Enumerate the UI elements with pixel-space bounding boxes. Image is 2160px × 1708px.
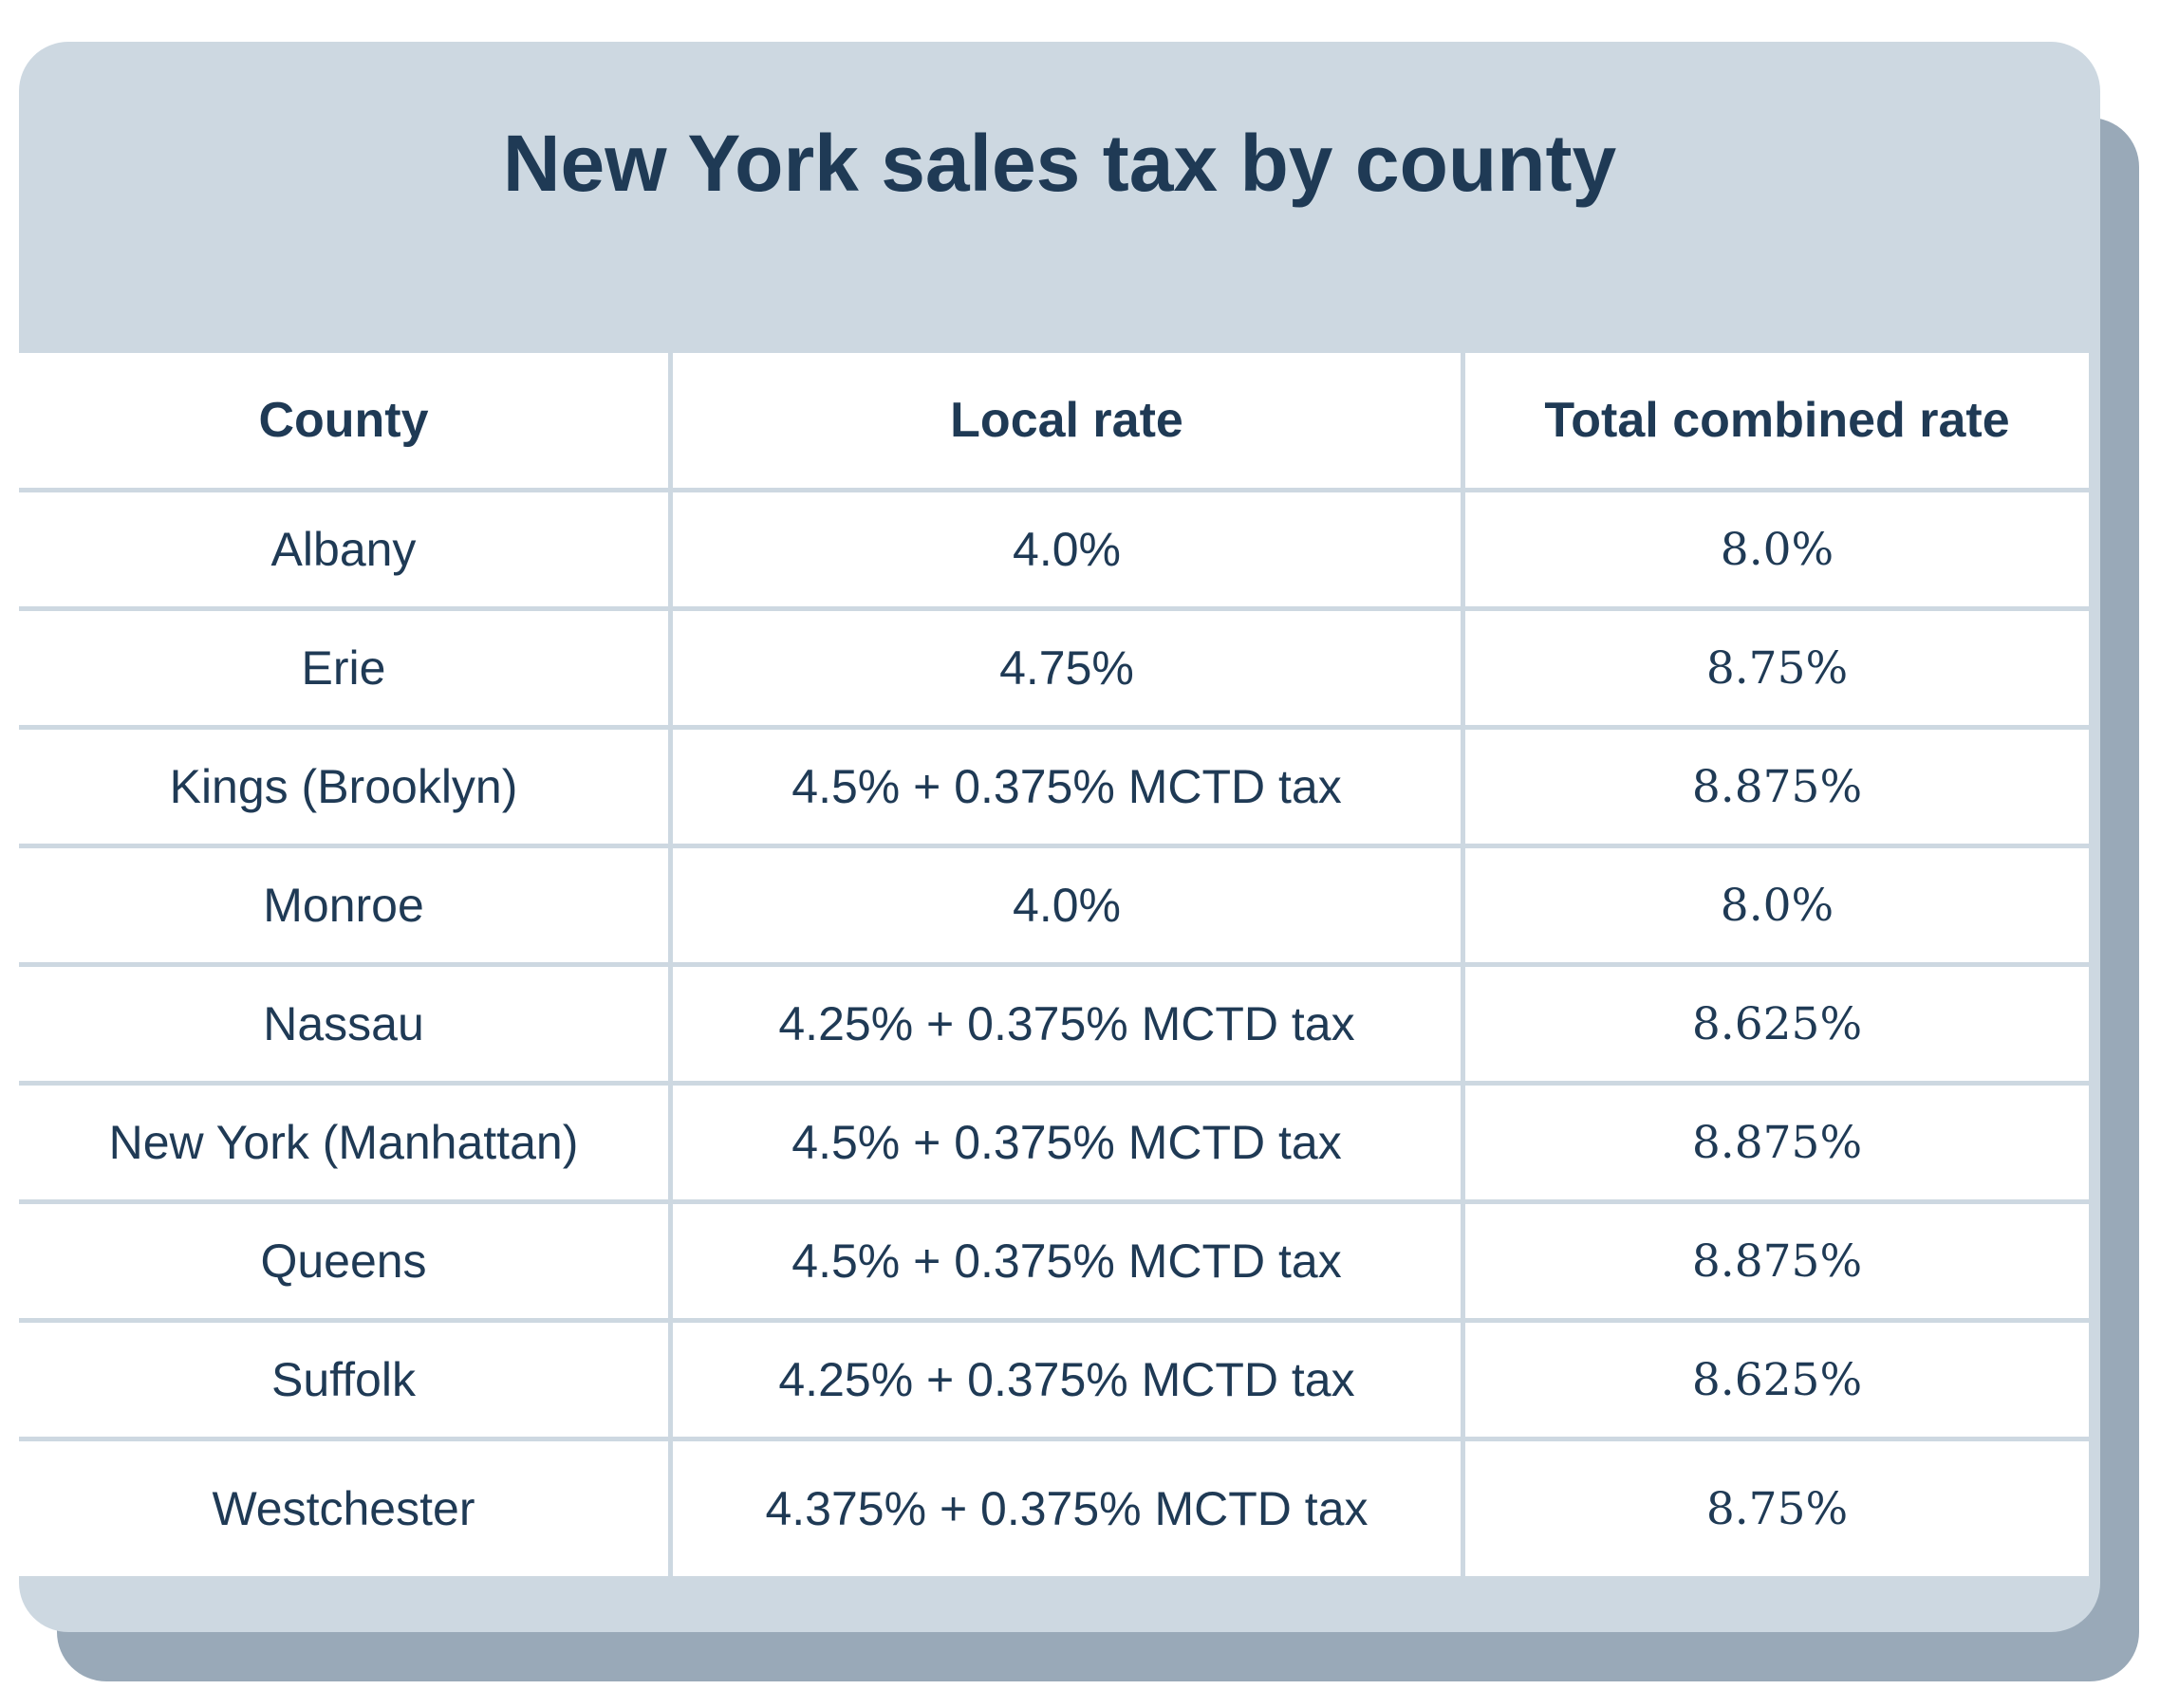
total-rate-cell: 8.625% xyxy=(1461,1318,2094,1441)
local-rate-cell: 4.5% + 0.375% MCTD tax xyxy=(668,725,1465,848)
table-row: Queens 4.5% + 0.375% MCTD tax 8.875% xyxy=(19,1199,2094,1323)
table-row: Nassau 4.25% + 0.375% MCTD tax 8.625% xyxy=(19,962,2094,1086)
total-rate-cell: 8.0% xyxy=(1461,488,2094,611)
county-cell: Suffolk xyxy=(19,1318,673,1441)
total-rate-cell: 8.75% xyxy=(1461,1437,2094,1576)
table-row: Kings (Brooklyn) 4.5% + 0.375% MCTD tax 8.… xyxy=(19,725,2094,848)
table-row: New York (Manhattan) 4.5% + 0.375% MCTD t… xyxy=(19,1081,2094,1204)
table-row: Erie 4.75% 8.75% xyxy=(19,606,2094,730)
local-rate-cell: 4.25% + 0.375% MCTD tax xyxy=(668,1318,1465,1441)
local-rate-cell: 4.375% + 0.375% MCTD tax xyxy=(668,1437,1465,1576)
total-rate-cell: 8.875% xyxy=(1461,1081,2094,1204)
local-rate-cell: 4.5% + 0.375% MCTD tax xyxy=(668,1081,1465,1204)
county-cell: Westchester xyxy=(19,1437,673,1576)
total-rate-cell: 8.875% xyxy=(1461,1199,2094,1323)
local-rate-cell: 4.0% xyxy=(668,488,1465,611)
county-cell: Monroe xyxy=(19,844,673,967)
county-cell: Queens xyxy=(19,1199,673,1323)
total-rate-cell: 8.0% xyxy=(1461,844,2094,967)
county-cell: Erie xyxy=(19,606,673,730)
county-cell: Nassau xyxy=(19,962,673,1086)
total-rate-cell: 8.75% xyxy=(1461,606,2094,730)
table-row: Suffolk 4.25% + 0.375% MCTD tax 8.625% xyxy=(19,1318,2094,1441)
table-row: Albany 4.0% 8.0% xyxy=(19,488,2094,611)
local-rate-cell: 4.0% xyxy=(668,844,1465,967)
county-cell: Albany xyxy=(19,488,673,611)
local-rate-cell: 4.5% + 0.375% MCTD tax xyxy=(668,1199,1465,1323)
table-header-row: County Local rate Total combined rate xyxy=(19,348,2094,492)
local-rate-cell: 4.75% xyxy=(668,606,1465,730)
page-title: New York sales tax by county xyxy=(502,119,1617,208)
county-cell: Kings (Brooklyn) xyxy=(19,725,673,848)
column-header-county: County xyxy=(19,348,673,492)
total-rate-cell: 8.625% xyxy=(1461,962,2094,1086)
tax-table-card: New York sales tax by county County Loca… xyxy=(19,42,2100,1632)
county-cell: New York (Manhattan) xyxy=(19,1081,673,1204)
local-rate-cell: 4.25% + 0.375% MCTD tax xyxy=(668,962,1465,1086)
column-header-total-rate: Total combined rate xyxy=(1461,348,2094,492)
table-row: Monroe 4.0% 8.0% xyxy=(19,844,2094,967)
column-header-local-rate: Local rate xyxy=(668,348,1465,492)
table-row: Westchester 4.375% + 0.375% MCTD tax 8.75% xyxy=(19,1437,2094,1576)
total-rate-cell: 8.875% xyxy=(1461,725,2094,848)
tax-table: County Local rate Total combined rate Al… xyxy=(19,348,2094,1576)
